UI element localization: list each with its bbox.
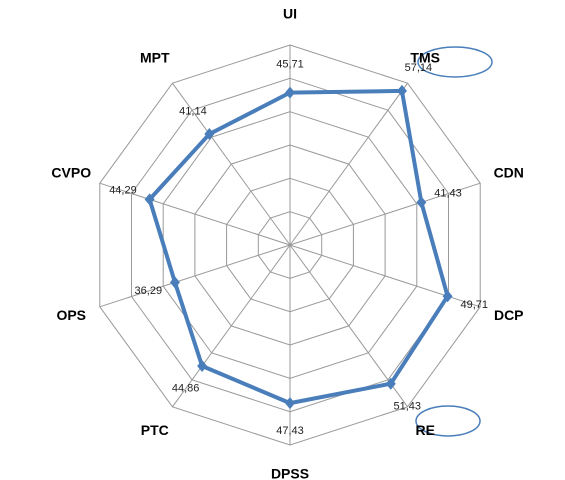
value-label: 47,43 — [276, 425, 304, 437]
axis-label: CDN — [494, 165, 524, 181]
data-point — [416, 196, 427, 209]
axis-label: OPS — [56, 307, 86, 323]
value-label: 45,71 — [276, 59, 304, 71]
axis-label: DPSS — [271, 466, 309, 480]
axis-spoke — [99, 182, 291, 246]
data-point — [169, 276, 180, 289]
axis-spoke — [289, 244, 408, 408]
data-point — [396, 84, 407, 97]
highlight-oval — [415, 405, 481, 437]
series-line — [147, 88, 450, 406]
data-point — [285, 86, 295, 99]
axis-label: RE — [415, 422, 434, 438]
data-point — [144, 193, 155, 206]
data-point — [442, 290, 453, 303]
value-label: 49,71 — [460, 299, 488, 311]
axis-label: PTC — [141, 422, 169, 438]
value-label: 41,14 — [179, 105, 207, 117]
axis-spoke — [172, 244, 291, 408]
data-point — [204, 128, 215, 141]
value-label: 57,14 — [405, 62, 433, 74]
value-label: 51,43 — [393, 400, 421, 412]
data-point — [197, 359, 208, 372]
value-label: 41,43 — [434, 188, 462, 200]
axis-spoke — [99, 244, 291, 308]
axis-label: TMS — [410, 50, 440, 66]
highlight-oval — [417, 46, 493, 78]
axis-spoke — [172, 82, 291, 246]
axis-spoke — [289, 82, 408, 246]
axis-spoke — [289, 182, 481, 246]
data-point — [285, 397, 295, 410]
value-label: 44,86 — [172, 383, 200, 395]
axis-label: MPT — [140, 50, 170, 66]
data-point — [385, 377, 396, 390]
axis-label: CVPO — [51, 165, 91, 181]
axis-label: UI — [283, 6, 297, 22]
value-label: 44,29 — [109, 185, 137, 197]
value-label: 36,29 — [135, 285, 163, 297]
axis-label: DCP — [494, 307, 524, 323]
